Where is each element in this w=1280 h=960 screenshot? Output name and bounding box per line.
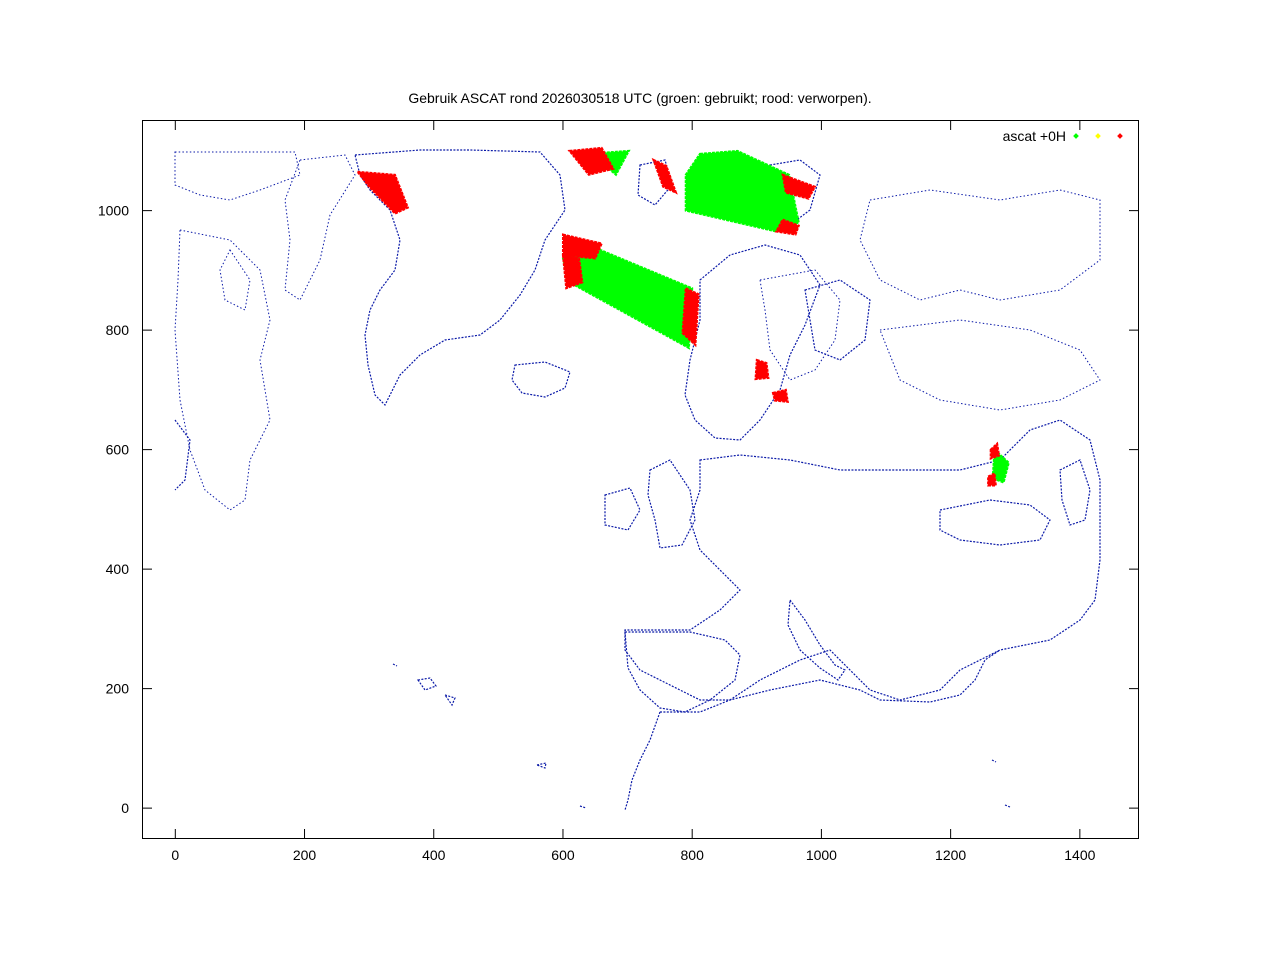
rejected-observation-region bbox=[681, 286, 700, 348]
x-tick-label: 1400 bbox=[1064, 847, 1095, 863]
chart-title: Gebruik ASCAT rond 2026030518 UTC (groen… bbox=[408, 90, 871, 106]
rejected-observation-region bbox=[781, 173, 817, 200]
x-tick-label: 800 bbox=[681, 847, 705, 863]
legend-marker bbox=[1117, 133, 1123, 139]
coastline-map bbox=[174, 149, 1101, 811]
x-tick-label: 600 bbox=[551, 847, 575, 863]
rejected-observation-region bbox=[561, 254, 584, 290]
legend-marker bbox=[1095, 133, 1101, 139]
rejected-observation-region bbox=[567, 146, 615, 176]
x-tick-label: 400 bbox=[422, 847, 446, 863]
x-tick-label: 0 bbox=[171, 847, 179, 863]
rejected-observation-region bbox=[987, 472, 997, 487]
used-observation-region bbox=[684, 149, 800, 233]
legend: ascat +0H bbox=[1003, 128, 1123, 144]
y-tick-label: 0 bbox=[121, 800, 129, 816]
y-tick-label: 800 bbox=[106, 322, 130, 338]
x-tick-label: 1000 bbox=[806, 847, 837, 863]
y-tick-label: 600 bbox=[106, 442, 130, 458]
rejected-observation-region bbox=[774, 218, 801, 236]
used-observation-region bbox=[561, 245, 694, 350]
plot-area-border bbox=[142, 120, 1139, 839]
x-axis: 0 200 400 600 800 1000 1200 1400 bbox=[171, 121, 1096, 863]
y-tick-label: 1000 bbox=[98, 203, 129, 219]
rejected-observation-region bbox=[754, 358, 770, 381]
legend-label: ascat +0H bbox=[1003, 128, 1066, 144]
y-tick-label: 400 bbox=[106, 561, 130, 577]
rejected-observation-region bbox=[989, 441, 1001, 461]
rejected-observation-region bbox=[651, 157, 678, 195]
y-tick-label: 200 bbox=[106, 681, 130, 697]
x-tick-label: 200 bbox=[293, 847, 317, 863]
rejected-observation-region bbox=[561, 233, 604, 260]
x-tick-label: 1200 bbox=[935, 847, 966, 863]
rejected-observation-region bbox=[771, 388, 790, 403]
data-layer bbox=[355, 146, 1010, 487]
rejected-observation-region bbox=[355, 170, 410, 215]
y-axis: 0 200 400 600 800 1000 bbox=[98, 203, 1138, 816]
used-observation-region bbox=[991, 447, 1010, 484]
legend-marker bbox=[1073, 133, 1079, 139]
